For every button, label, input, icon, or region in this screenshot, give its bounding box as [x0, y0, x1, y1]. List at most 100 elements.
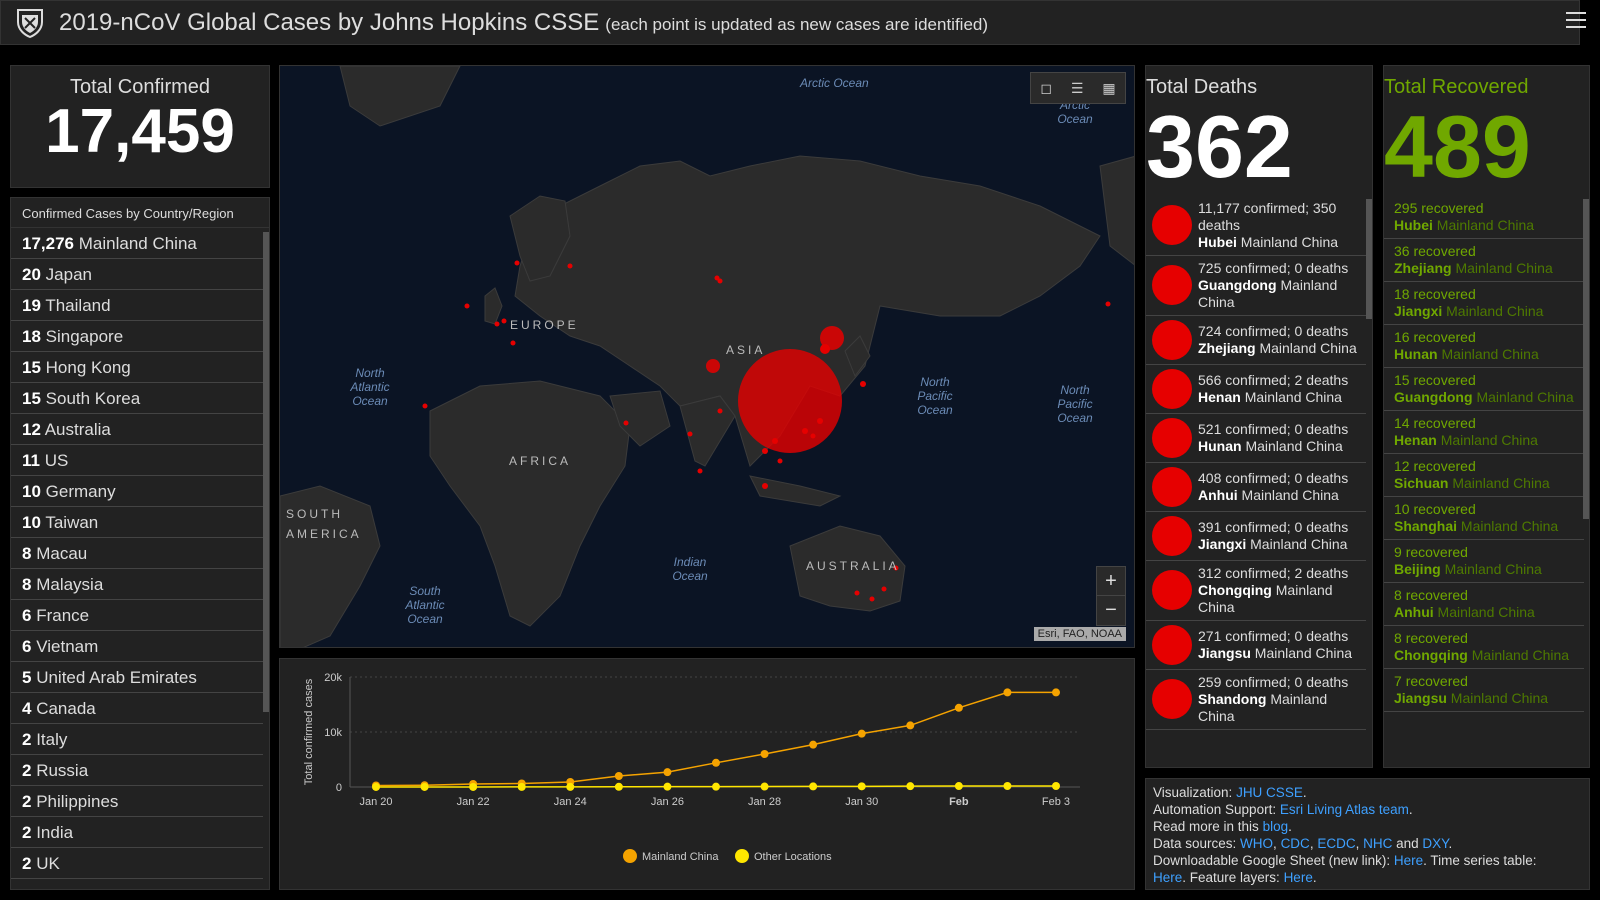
case-marker-melbourne[interactable]: [869, 596, 875, 602]
country-row[interactable]: 15 South Korea: [11, 383, 263, 414]
case-marker-australia-se[interactable]: [881, 586, 887, 592]
deaths-row[interactable]: 391 confirmed; 0 deaths Jiangxi Mainland …: [1146, 512, 1366, 561]
deaths-row[interactable]: 259 confirmed; 0 deaths Shandong Mainland…: [1146, 670, 1366, 730]
deaths-row[interactable]: 271 confirmed; 0 deaths Jiangsu Mainland …: [1146, 621, 1366, 670]
bookmark-icon[interactable]: ◻: [1040, 79, 1053, 96]
dxy-link[interactable]: DXY: [1422, 836, 1449, 851]
recovered-row[interactable]: 16 recovered Hunan Mainland China: [1384, 325, 1584, 368]
country-row[interactable]: 17,276 Mainland China: [11, 228, 263, 259]
country-row[interactable]: 8 Malaysia: [11, 569, 263, 600]
case-marker-france[interactable]: [494, 321, 500, 327]
case-marker-philippines[interactable]: [810, 433, 816, 439]
country-row[interactable]: 10 Germany: [11, 476, 263, 507]
case-marker-atlantic[interactable]: [422, 403, 428, 409]
country-row[interactable]: 5 United Arab Emirates: [11, 662, 263, 693]
feature-layers-link[interactable]: Here: [1283, 870, 1313, 885]
country-row[interactable]: 11 US: [11, 445, 263, 476]
case-marker-hongkong[interactable]: [802, 428, 808, 434]
time-series-link[interactable]: Here: [1153, 870, 1183, 885]
case-marker-cambodia[interactable]: [777, 458, 783, 464]
case-marker-srilanka[interactable]: [697, 468, 703, 474]
case-marker-siberia[interactable]: [714, 275, 720, 281]
case-marker-india[interactable]: [687, 431, 693, 437]
case-marker-finland[interactable]: [514, 260, 520, 266]
case-marker-moscow[interactable]: [567, 263, 573, 269]
country-list-scrollbar[interactable]: [263, 232, 269, 712]
country-row[interactable]: 4 Canada: [11, 693, 263, 724]
case-marker-uae[interactable]: [623, 420, 629, 426]
country-row[interactable]: 2 Italy: [11, 724, 263, 755]
country-row[interactable]: 12 Australia: [11, 414, 263, 445]
country-row[interactable]: 20 Japan: [11, 259, 263, 290]
recovered-row[interactable]: 18 recovered Jiangxi Mainland China: [1384, 282, 1584, 325]
country-row[interactable]: 10 Taiwan: [11, 507, 263, 538]
recovered-row[interactable]: 7 recovered Jiangsu Mainland China: [1384, 669, 1584, 712]
country-count: 10: [22, 513, 41, 532]
country-row[interactable]: 6 France: [11, 600, 263, 631]
case-marker-uk[interactable]: [464, 303, 470, 309]
case-markers[interactable]: [422, 260, 1111, 602]
deaths-row[interactable]: 724 confirmed; 0 deaths Zhejiang Mainland…: [1146, 316, 1366, 365]
recovered-row[interactable]: 12 recovered Sichuan Mainland China: [1384, 454, 1584, 497]
recovered-list-scrollbar[interactable]: [1583, 199, 1589, 519]
ecdc-link[interactable]: ECDC: [1317, 836, 1356, 851]
case-marker-germany[interactable]: [501, 318, 507, 324]
cdc-link[interactable]: CDC: [1280, 836, 1310, 851]
country-row[interactable]: 6 Vietnam: [11, 631, 263, 662]
recovered-row[interactable]: 8 recovered Anhui Mainland China: [1384, 583, 1584, 626]
map-canvas[interactable]: [280, 66, 1135, 648]
confirmed-count: 11,177: [1198, 199, 1240, 216]
country-row[interactable]: 2 Russia: [11, 755, 263, 786]
esri-living-atlas-link[interactable]: Esri Living Atlas team: [1279, 802, 1409, 817]
deaths-row[interactable]: 725 confirmed; 0 deaths Guangdong Mainlan…: [1146, 256, 1366, 316]
recovered-row[interactable]: 8 recovered Chongqing Mainland China: [1384, 626, 1584, 669]
deaths-row[interactable]: 312 confirmed; 2 deaths Chongqing Mainlan…: [1146, 561, 1366, 621]
hamburger-menu-icon[interactable]: [1566, 12, 1586, 30]
case-marker-australia-east[interactable]: [893, 565, 899, 571]
recovered-row[interactable]: 10 recovered Shanghai Mainland China: [1384, 497, 1584, 540]
recovered-row[interactable]: 15 recovered Guangdong Mainland China: [1384, 368, 1584, 411]
google-sheet-link[interactable]: Here: [1393, 853, 1424, 868]
country-row[interactable]: 2 Philippines: [11, 786, 263, 817]
country-row[interactable]: 18 Singapore: [11, 321, 263, 352]
recovered-row[interactable]: 9 recovered Beijing Mainland China: [1384, 540, 1584, 583]
case-marker-canada[interactable]: [1105, 301, 1111, 307]
basemap-gallery-icon[interactable]: ▦: [1102, 79, 1116, 96]
case-marker-italy[interactable]: [510, 340, 516, 346]
country-row[interactable]: 15 Hong Kong: [11, 352, 263, 383]
deaths-row[interactable]: 566 confirmed; 2 deaths Henan Mainland Ch…: [1146, 365, 1366, 414]
world-map[interactable]: Arctic Ocean Arctic Ocean North Atlantic…: [279, 65, 1135, 648]
recovered-row[interactable]: 295 recovered Hubei Mainland China: [1384, 196, 1584, 239]
case-marker-xinjiang[interactable]: [706, 359, 720, 373]
nhc-link[interactable]: NHC: [1363, 836, 1393, 851]
deaths-list-scrollbar[interactable]: [1366, 199, 1372, 319]
case-marker-taiwan[interactable]: [817, 418, 823, 424]
country-row[interactable]: 19 Thailand: [11, 290, 263, 321]
recovered-row[interactable]: 14 recovered Henan Mainland China: [1384, 411, 1584, 454]
country-name: Germany: [45, 482, 116, 501]
case-marker-nepal[interactable]: [717, 408, 723, 414]
country-row[interactable]: 2 UK: [11, 848, 263, 879]
blog-link[interactable]: blog: [1262, 819, 1289, 834]
case-marker-singapore[interactable]: [762, 483, 768, 489]
case-marker-seoul[interactable]: [820, 344, 830, 354]
case-marker-thailand[interactable]: [762, 448, 768, 454]
case-marker-beijing[interactable]: [820, 326, 844, 350]
country-row[interactable]: 2 India: [11, 817, 263, 848]
case-marker-vietnam[interactable]: [772, 438, 778, 444]
legend-list-icon[interactable]: ☰: [1070, 79, 1084, 96]
zoom-in-button[interactable]: +: [1097, 567, 1125, 596]
confirmed-count: 724: [1198, 322, 1222, 339]
case-marker-hubei[interactable]: [738, 349, 842, 453]
zoom-out-button[interactable]: −: [1105, 599, 1117, 621]
jhu-csse-link[interactable]: JHU CSSE: [1236, 785, 1303, 800]
country-row[interactable]: 8 Macau: [11, 538, 263, 569]
case-marker-japan[interactable]: [860, 381, 866, 387]
case-marker-adelaide[interactable]: [854, 590, 860, 596]
recovered-row[interactable]: 36 recovered Zhejiang Mainland China: [1384, 239, 1584, 282]
deaths-row[interactable]: 521 confirmed; 0 deaths Hunan Mainland Ch…: [1146, 414, 1366, 463]
deaths-row[interactable]: 408 confirmed; 0 deaths Anhui Mainland Ch…: [1146, 463, 1366, 512]
deaths-row[interactable]: 11,177 confirmed; 350 deaths Hubei Mainla…: [1146, 196, 1366, 256]
who-link[interactable]: WHO: [1240, 836, 1274, 851]
landmass-arabia: [609, 390, 671, 447]
